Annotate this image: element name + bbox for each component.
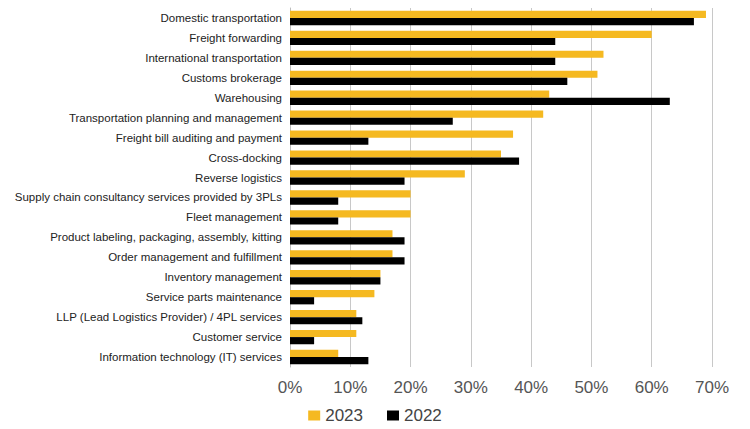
svg-text:20%: 20% — [394, 378, 428, 397]
svg-text:Cross-docking: Cross-docking — [209, 152, 283, 164]
svg-text:60%: 60% — [635, 378, 669, 397]
svg-text:Service parts maintenance: Service parts maintenance — [146, 291, 282, 303]
svg-text:International transportation: International transportation — [145, 52, 282, 64]
svg-text:Customer service: Customer service — [193, 331, 282, 343]
svg-text:Reverse logistics: Reverse logistics — [195, 172, 282, 184]
svg-text:Product labeling, packaging, a: Product labeling, packaging, assembly, k… — [50, 231, 282, 243]
svg-text:40%: 40% — [514, 378, 548, 397]
svg-text:70%: 70% — [695, 378, 729, 397]
svg-text:Freight bill auditing and paym: Freight bill auditing and payment — [116, 132, 283, 144]
svg-text:30%: 30% — [454, 378, 488, 397]
svg-text:Order management and fulfillme: Order management and fulfillment — [108, 251, 283, 263]
svg-text:Warehousing: Warehousing — [215, 92, 282, 104]
svg-text:50%: 50% — [574, 378, 608, 397]
svg-text:Freight forwarding: Freight forwarding — [189, 32, 282, 44]
svg-text:Inventory management: Inventory management — [164, 271, 282, 283]
svg-text:Domestic transportation: Domestic transportation — [161, 12, 282, 24]
svg-text:2023: 2023 — [325, 406, 363, 425]
svg-text:2022: 2022 — [404, 406, 442, 425]
svg-text:LLP (Lead Logistics Provider): LLP (Lead Logistics Provider) / 4PL serv… — [56, 311, 282, 323]
svg-text:Customs brokerage: Customs brokerage — [182, 72, 282, 84]
svg-text:Fleet management: Fleet management — [186, 211, 283, 223]
svg-text:0%: 0% — [278, 378, 303, 397]
svg-text:10%: 10% — [333, 378, 367, 397]
svg-text:Supply chain consultancy servi: Supply chain consultancy services provid… — [15, 191, 282, 203]
svg-text:Transportation planning and ma: Transportation planning and management — [69, 112, 283, 124]
svg-text:Information technology (IT) se: Information technology (IT) services — [99, 351, 282, 363]
